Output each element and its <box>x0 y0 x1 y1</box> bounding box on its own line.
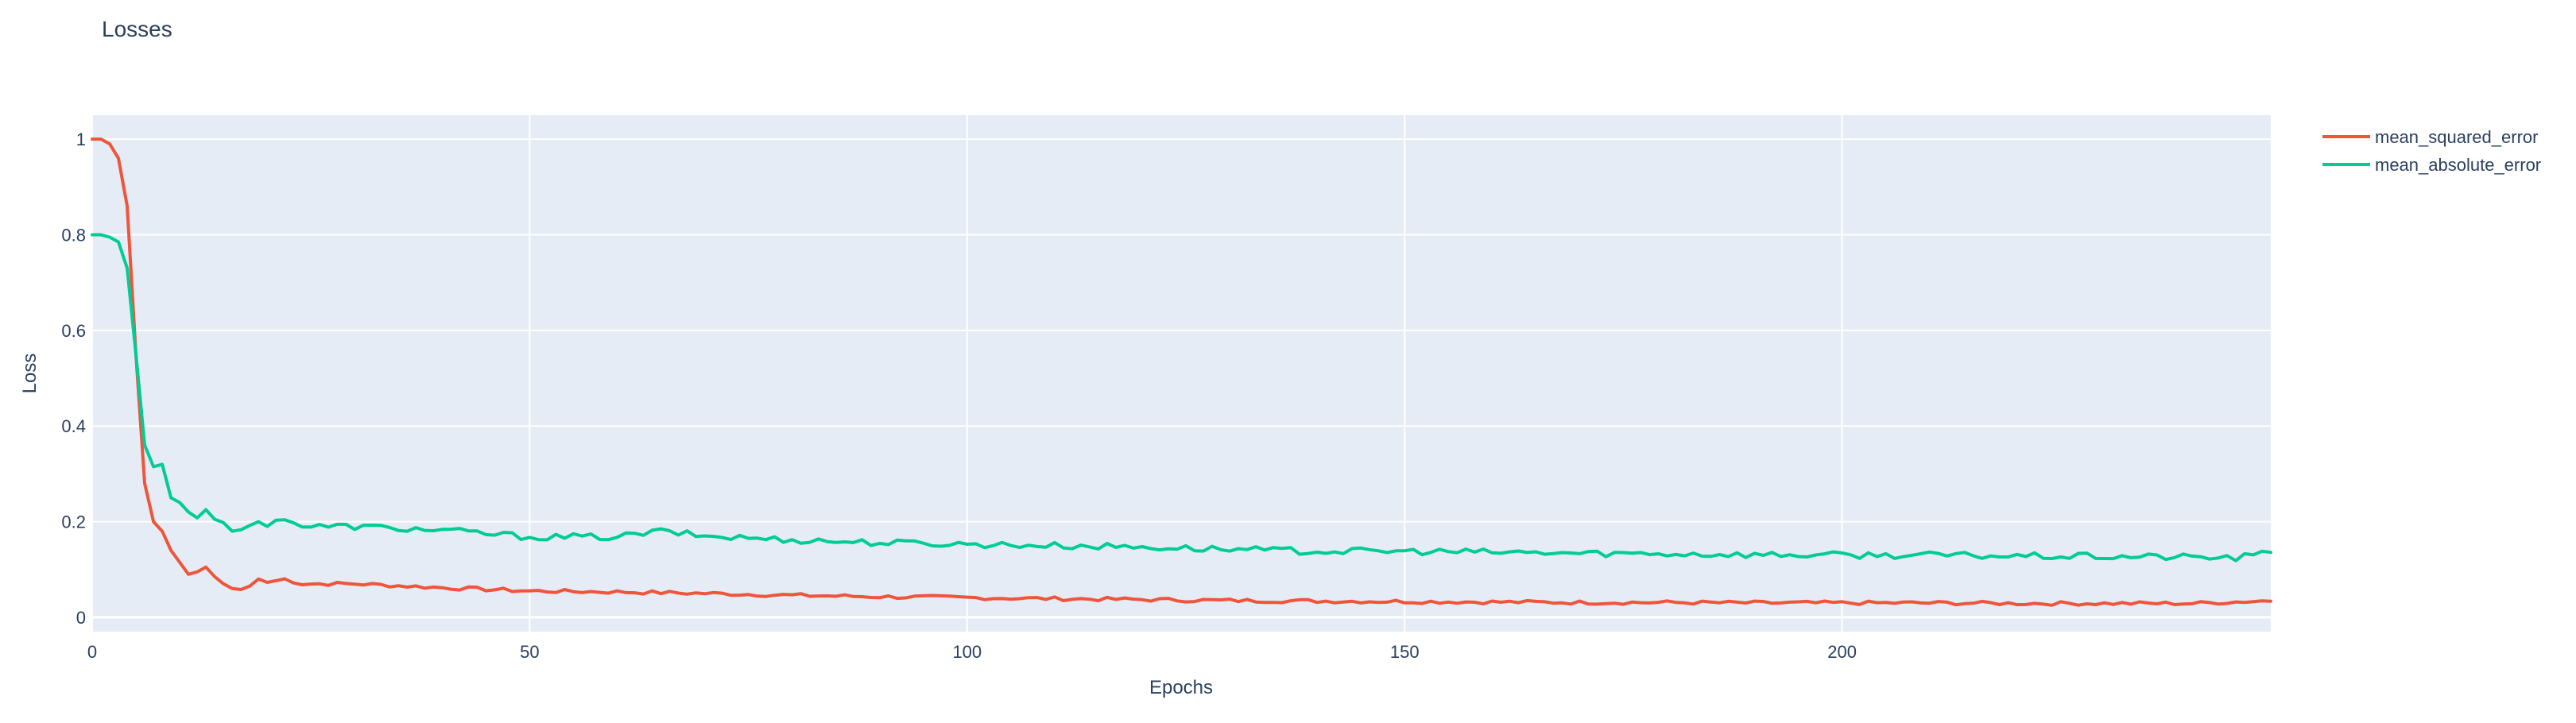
y-tick-label: 0.6 <box>61 321 86 341</box>
x-tick-label: 150 <box>1390 642 1420 662</box>
x-tick-label: 50 <box>520 642 539 662</box>
series-line-mean-squared-error <box>91 137 2272 607</box>
chart-title: Losses <box>102 17 172 41</box>
x-tick-label: 200 <box>1827 642 1857 662</box>
y-tick-label: 0 <box>76 608 86 628</box>
x-tick-label: 0 <box>87 642 97 662</box>
x-axis-label: Epochs <box>1149 677 1213 698</box>
legend: mean_squared_error mean_absolute_error <box>2322 127 2541 175</box>
y-axis-label: Loss <box>19 354 41 394</box>
x-tick-label: 100 <box>952 642 982 662</box>
y-tick-labels: 0 0.2 0.4 0.6 0.8 1 <box>61 130 86 628</box>
series-layer <box>91 137 2272 607</box>
y-tick-label: 0.2 <box>61 512 86 532</box>
y-tick-label: 1 <box>76 130 86 149</box>
y-grid-lines <box>92 138 2271 619</box>
legend-label[interactable]: mean_squared_error <box>2375 127 2538 147</box>
series-line-mean-absolute-error <box>91 233 2272 563</box>
plot-area <box>92 115 2271 632</box>
legend-label[interactable]: mean_absolute_error <box>2375 155 2541 175</box>
y-tick-label: 0.4 <box>61 416 86 436</box>
y-tick-label: 0.8 <box>61 225 86 245</box>
x-tick-labels: 0 50 100 150 200 <box>87 642 1857 662</box>
